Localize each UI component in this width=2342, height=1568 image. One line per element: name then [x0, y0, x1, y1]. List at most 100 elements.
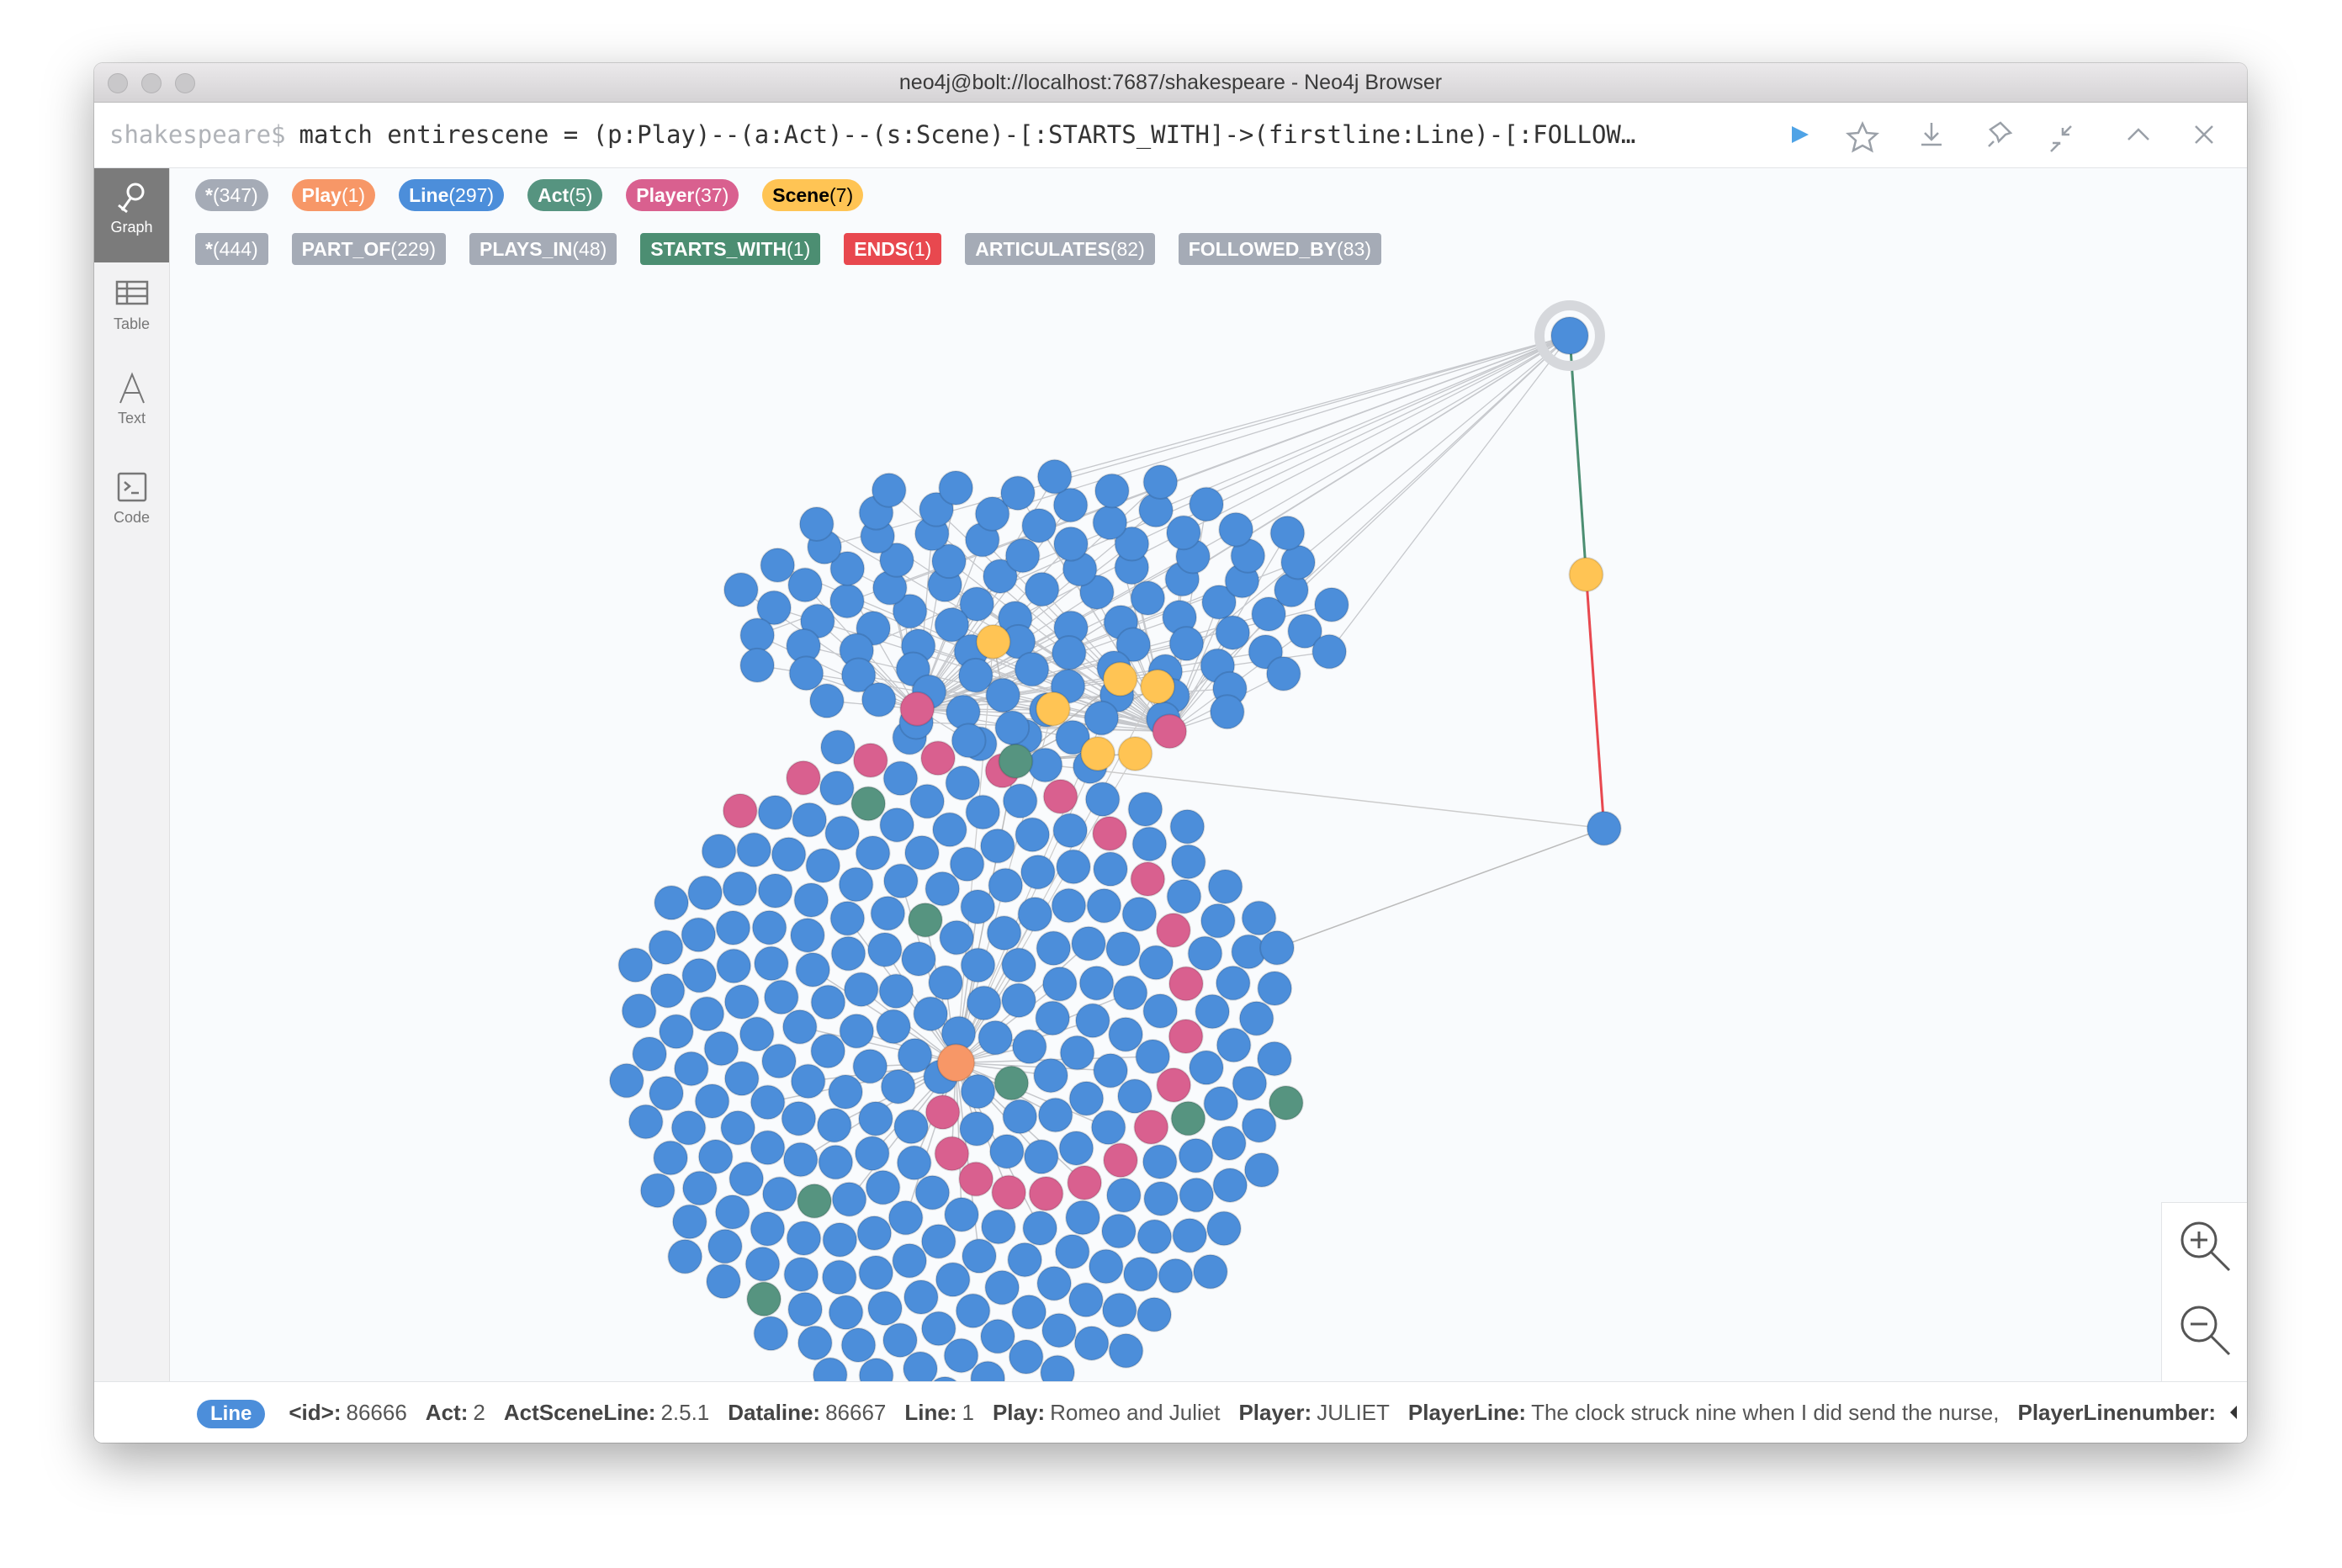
node[interactable] [1269, 515, 1306, 551]
node[interactable] [750, 1210, 786, 1247]
node[interactable] [1133, 1109, 1169, 1145]
node[interactable] [991, 1174, 1027, 1210]
node[interactable] [919, 491, 955, 527]
node[interactable] [1568, 557, 1604, 592]
node[interactable] [1142, 1144, 1178, 1180]
node[interactable] [843, 972, 879, 1008]
node[interactable] [951, 723, 987, 759]
node[interactable] [1268, 1085, 1304, 1121]
node[interactable] [852, 1048, 888, 1084]
node[interactable] [1074, 1003, 1110, 1039]
filter-pill[interactable]: *(444) [195, 233, 268, 265]
node[interactable] [949, 846, 985, 882]
node[interactable] [722, 871, 758, 907]
node[interactable] [1550, 316, 1589, 355]
node[interactable] [896, 1145, 932, 1181]
node[interactable] [979, 1318, 1015, 1354]
node[interactable] [965, 794, 1001, 830]
node[interactable] [750, 1130, 786, 1166]
node[interactable] [649, 1075, 685, 1111]
node[interactable] [934, 1136, 970, 1172]
node[interactable] [957, 657, 993, 693]
up-button[interactable] [2127, 128, 2149, 140]
node[interactable] [722, 792, 758, 829]
node[interactable] [670, 1110, 707, 1146]
node[interactable] [723, 1061, 760, 1097]
node[interactable] [960, 947, 996, 983]
node[interactable] [1028, 1175, 1064, 1211]
node[interactable] [1002, 783, 1038, 819]
node[interactable] [934, 607, 970, 643]
node[interactable] [681, 1170, 718, 1206]
node[interactable] [1027, 747, 1063, 783]
node[interactable] [980, 1209, 1016, 1245]
node[interactable] [856, 1215, 893, 1251]
node[interactable] [840, 1327, 877, 1364]
node[interactable] [701, 833, 737, 869]
graph-canvas[interactable] [169, 276, 2161, 1381]
node[interactable] [1052, 487, 1089, 523]
node[interactable] [829, 900, 866, 936]
node[interactable] [1058, 1130, 1094, 1166]
node[interactable] [855, 835, 891, 871]
node[interactable] [714, 1194, 750, 1230]
node[interactable] [763, 979, 799, 1015]
node[interactable] [654, 885, 690, 921]
node[interactable] [943, 1338, 979, 1374]
node[interactable] [681, 957, 718, 993]
node[interactable] [994, 710, 1031, 746]
node[interactable] [866, 932, 903, 968]
node[interactable] [697, 1139, 734, 1175]
node[interactable] [1142, 464, 1179, 500]
node[interactable] [746, 1281, 782, 1317]
graph-view-button[interactable]: Graph [94, 168, 169, 262]
node[interactable] [1004, 538, 1041, 574]
node[interactable] [1035, 691, 1071, 727]
node[interactable] [986, 915, 1022, 951]
filter-pill[interactable]: ENDS(1) [844, 233, 942, 265]
node[interactable] [959, 586, 995, 622]
node[interactable] [1071, 925, 1107, 961]
node[interactable] [1137, 1219, 1173, 1255]
node[interactable] [1207, 868, 1243, 904]
node[interactable] [1042, 778, 1078, 814]
node[interactable] [888, 1200, 924, 1236]
node[interactable] [1205, 1210, 1242, 1247]
node[interactable] [789, 917, 825, 953]
node[interactable] [928, 1375, 962, 1381]
node[interactable] [819, 729, 856, 765]
node[interactable] [1211, 1125, 1247, 1161]
node[interactable] [829, 583, 865, 619]
filter-pill[interactable]: FOLLOWED_BY(83) [1178, 233, 1381, 265]
node[interactable] [1059, 1035, 1095, 1071]
node[interactable] [1156, 1067, 1192, 1103]
node[interactable] [1189, 486, 1225, 522]
node[interactable] [1093, 851, 1129, 887]
node[interactable] [857, 1100, 893, 1136]
node[interactable] [1216, 1027, 1252, 1063]
node[interactable] [988, 867, 1024, 903]
node[interactable] [1078, 965, 1115, 1001]
node[interactable] [1021, 507, 1057, 543]
filter-pill[interactable]: Line(297) [399, 179, 505, 211]
node[interactable] [1155, 912, 1191, 948]
node[interactable] [787, 567, 824, 603]
node[interactable] [1130, 861, 1166, 898]
node[interactable] [978, 1020, 1014, 1056]
node[interactable] [871, 472, 907, 508]
node[interactable] [867, 1290, 903, 1327]
node[interactable] [1068, 1080, 1105, 1116]
filter-pill[interactable]: Act(5) [527, 179, 603, 211]
node[interactable] [850, 786, 887, 822]
node[interactable] [1115, 627, 1152, 663]
node[interactable] [628, 1104, 664, 1140]
expand-arrow[interactable] [2225, 1382, 2242, 1443]
node[interactable] [783, 1256, 819, 1292]
node[interactable] [805, 848, 841, 884]
node[interactable] [819, 770, 855, 806]
node[interactable] [1041, 1312, 1077, 1348]
node[interactable] [608, 1062, 644, 1099]
node[interactable] [961, 1238, 997, 1274]
node[interactable] [812, 1357, 848, 1381]
filter-pill[interactable]: STARTS_WITH(1) [640, 233, 821, 265]
